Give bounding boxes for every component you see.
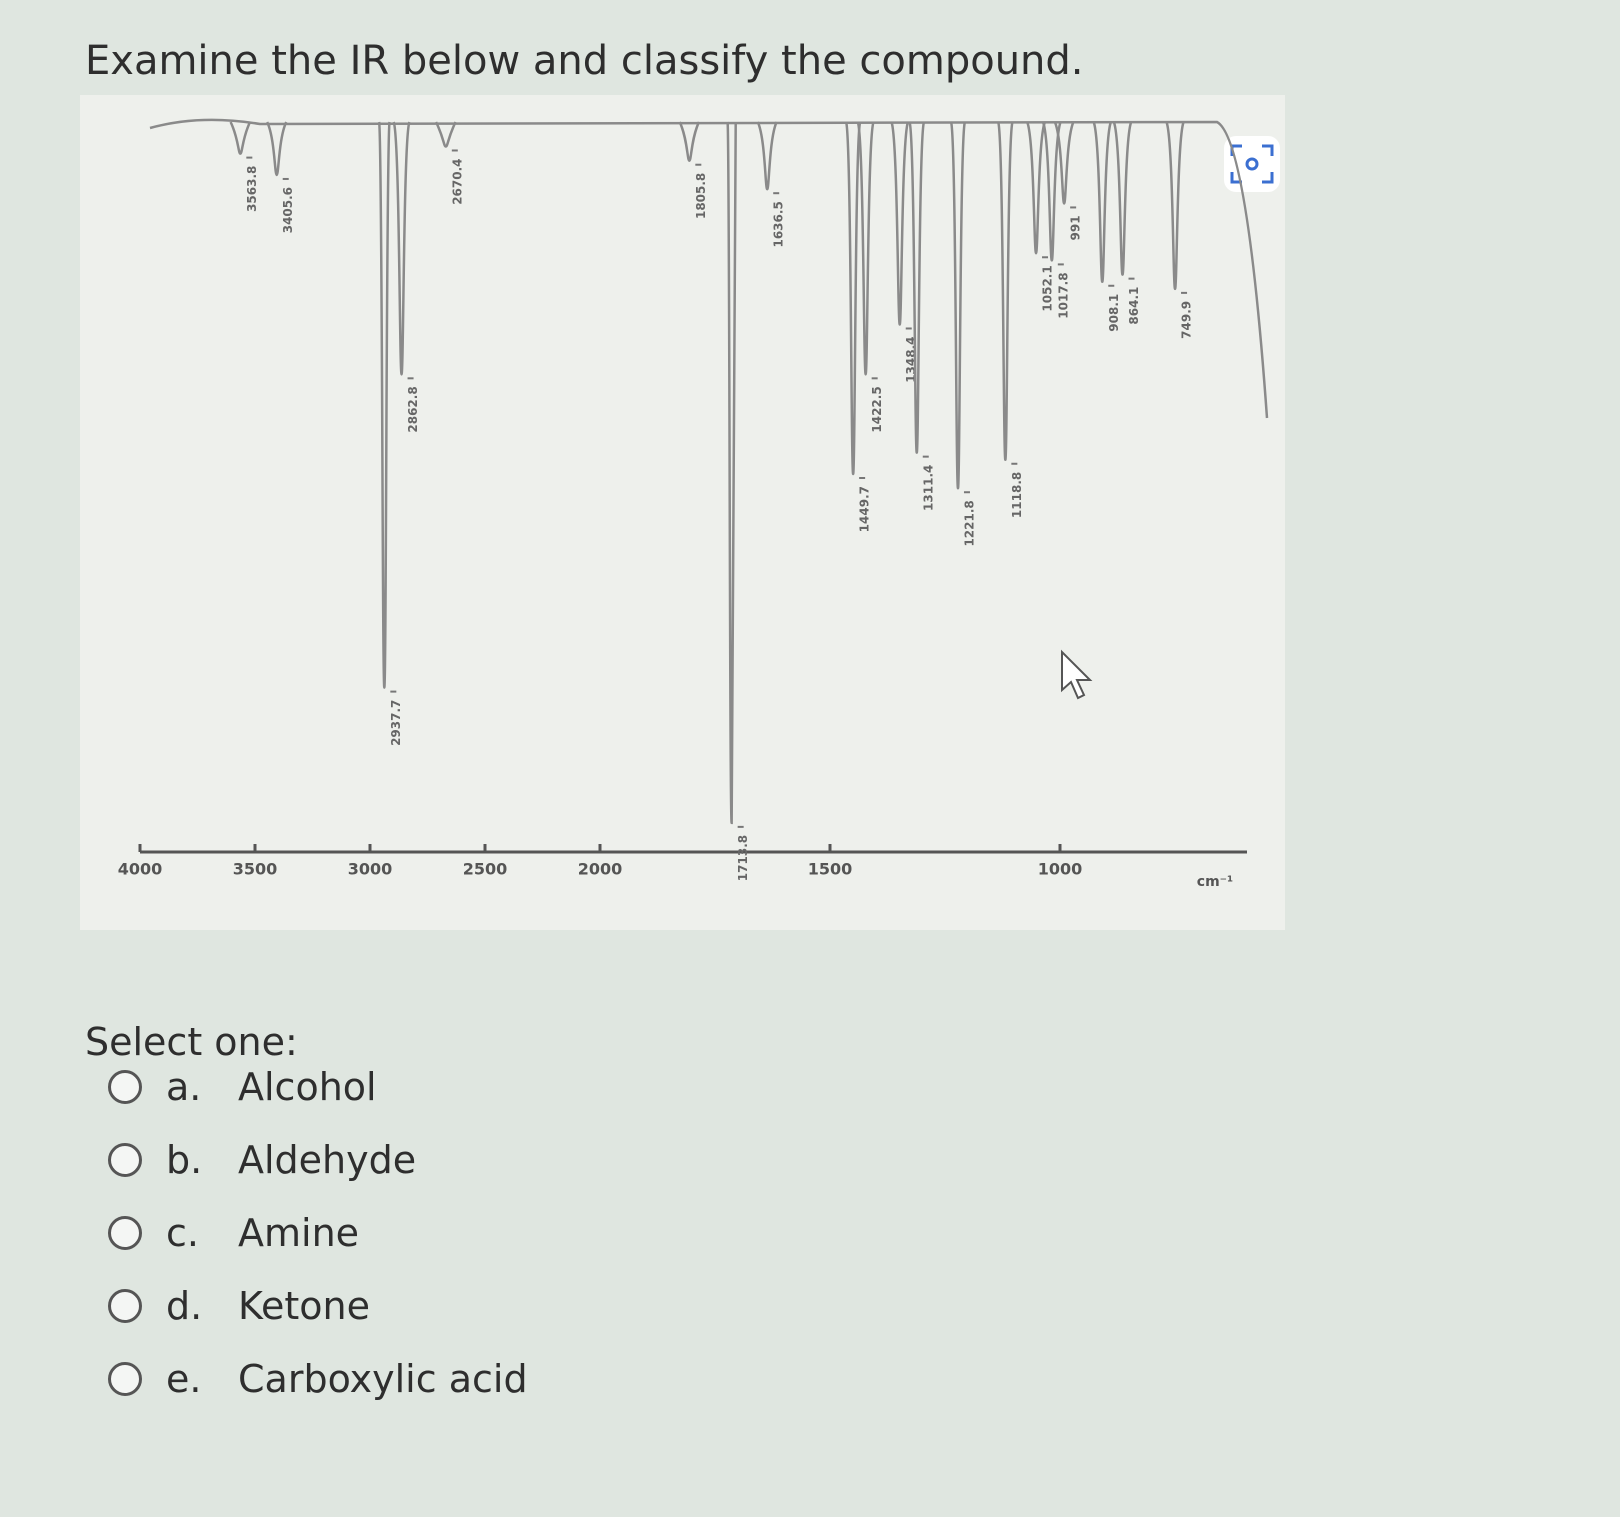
spectrum-peak bbox=[1112, 121, 1133, 276]
spectrum-peak bbox=[726, 121, 737, 825]
option-text: Aldehyde bbox=[238, 1138, 417, 1182]
radio-button[interactable] bbox=[108, 1362, 142, 1396]
option-text: Carboxylic acid bbox=[238, 1357, 528, 1401]
option-letter: c. bbox=[166, 1211, 199, 1255]
spectrum-peak bbox=[1165, 121, 1185, 291]
spectrum-baseline bbox=[149, 118, 1269, 419]
peak-label: 3563.8 bbox=[245, 166, 259, 212]
spectrum-peak bbox=[1053, 121, 1075, 205]
radio-button[interactable] bbox=[108, 1143, 142, 1177]
x-tick-label: 3000 bbox=[348, 860, 393, 879]
peak-label: 864.1 bbox=[1127, 287, 1141, 325]
option[interactable]: c. Amine bbox=[108, 1208, 359, 1258]
x-tick-label: 3500 bbox=[233, 860, 278, 879]
spectrum-peak bbox=[890, 121, 910, 326]
spectrum-peak bbox=[1092, 121, 1113, 284]
spectrum-peak bbox=[844, 121, 862, 476]
x-tick-label: 2500 bbox=[463, 860, 508, 879]
option-letter: d. bbox=[166, 1284, 203, 1328]
option-text: Amine bbox=[238, 1211, 360, 1255]
x-tick-label: 2000 bbox=[578, 860, 623, 879]
spectrum-peak bbox=[1041, 121, 1062, 262]
spectrum-peak bbox=[997, 121, 1014, 462]
spectrum-peak bbox=[908, 121, 926, 454]
question: Examine the IR below and classify the co… bbox=[85, 38, 1084, 84]
peak-label: 749.9 bbox=[1180, 301, 1194, 339]
spectrum-peak bbox=[377, 121, 391, 689]
x-unit: cm⁻¹ bbox=[1197, 874, 1233, 890]
x-tick-label: 1500 bbox=[808, 860, 853, 879]
radio-button[interactable] bbox=[108, 1216, 142, 1250]
option[interactable]: b. Aldehyde bbox=[108, 1135, 416, 1185]
option[interactable]: a. Alcohol bbox=[108, 1062, 377, 1112]
peak-label: 1052.1 bbox=[1041, 265, 1055, 311]
peak-label: 991 bbox=[1069, 215, 1083, 240]
option-letter: e. bbox=[166, 1357, 202, 1401]
option-text: Ketone bbox=[238, 1284, 371, 1328]
option-letter: b. bbox=[166, 1138, 203, 1182]
spectrum-peak bbox=[856, 121, 875, 376]
radio-button[interactable] bbox=[108, 1289, 142, 1323]
peak-label: 2862.8 bbox=[406, 386, 420, 432]
option[interactable]: d. Ketone bbox=[108, 1281, 370, 1331]
peak-label: 1636.5 bbox=[772, 201, 786, 247]
peak-label: 1311.4 bbox=[921, 465, 935, 511]
spectrum-peak bbox=[1025, 121, 1047, 255]
prompt: Select one: bbox=[85, 1020, 298, 1064]
x-tick-label: 4000 bbox=[118, 860, 163, 879]
scan-icon bbox=[1224, 136, 1280, 192]
spectrum-peak bbox=[392, 121, 411, 376]
radio-button[interactable] bbox=[108, 1070, 142, 1104]
peak-label: 1118.8 bbox=[1010, 472, 1024, 518]
peak-label: 1449.7 bbox=[858, 486, 872, 532]
peak-label: 1221.8 bbox=[962, 500, 976, 546]
spectrum-peak bbox=[434, 121, 457, 148]
spectrum-peak bbox=[229, 121, 252, 155]
option-letter: a. bbox=[166, 1065, 202, 1109]
spectrum-peak bbox=[266, 121, 288, 177]
peak-label: 1805.8 bbox=[694, 173, 708, 219]
peak-label: 1713.8 bbox=[736, 835, 750, 881]
spectrum-peak bbox=[949, 121, 967, 490]
peak-label: 3405.6 bbox=[281, 187, 295, 233]
chart-panel bbox=[80, 95, 1285, 930]
peak-label: 1422.5 bbox=[870, 386, 884, 432]
x-tick-label: 1000 bbox=[1038, 860, 1083, 879]
peak-label: 908.1 bbox=[1107, 294, 1121, 332]
option[interactable]: e. Carboxylic acid bbox=[108, 1354, 528, 1404]
option-text: Alcohol bbox=[238, 1065, 377, 1109]
mouse-cursor bbox=[1061, 649, 1093, 700]
spectrum-peak bbox=[678, 121, 701, 162]
spectrum-peak bbox=[756, 121, 778, 191]
ir-spectrum: cm⁻¹ 4000 3500 3000 2500 2000 1500 1000 3563.8 3… bbox=[80, 95, 1285, 930]
peak-label: 2937.7 bbox=[389, 700, 403, 746]
peak-label: 2670.4 bbox=[450, 158, 464, 204]
peak-label: 1017.8 bbox=[1056, 272, 1070, 318]
